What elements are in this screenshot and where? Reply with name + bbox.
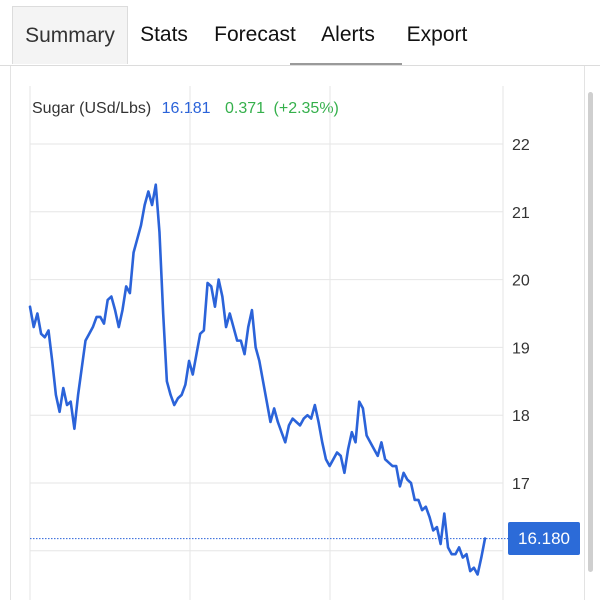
y-tick-label: 20 — [512, 273, 530, 290]
y-tick-label: 19 — [512, 340, 530, 357]
y-tick-label: 22 — [512, 137, 530, 154]
instrument-price: 16.181 — [161, 100, 211, 117]
tab-summary[interactable]: Summary — [12, 6, 128, 64]
chart-grid — [29, 86, 504, 600]
tab-export[interactable]: Export — [406, 23, 468, 46]
y-tick-label: 18 — [512, 408, 530, 425]
instrument-header: Sugar (USd/Lbs) 16.181 0.371 (+2.35%) — [32, 100, 339, 118]
y-tick-label: 21 — [512, 205, 530, 222]
chart-panel — [10, 66, 585, 600]
y-tick-label: 17 — [512, 476, 530, 493]
instrument-name: Sugar (USd/Lbs) — [32, 100, 152, 117]
tab-alerts[interactable]: Alerts — [321, 23, 375, 46]
price-change-percent: (+2.35%) — [273, 100, 339, 117]
tab-indicator — [290, 63, 402, 65]
price-change: 0.371 — [225, 100, 266, 117]
current-price-tag: 16.180 — [508, 522, 580, 556]
scrollbar[interactable] — [588, 92, 593, 572]
tab-bar: Summary Stats Forecast Alerts Export — [0, 0, 600, 66]
tab-stats[interactable]: Stats — [140, 23, 188, 46]
tab-forecast[interactable]: Forecast — [214, 23, 296, 46]
y-axis: 17 18 19 20 21 22 — [512, 137, 530, 493]
series-line — [28, 183, 487, 576]
